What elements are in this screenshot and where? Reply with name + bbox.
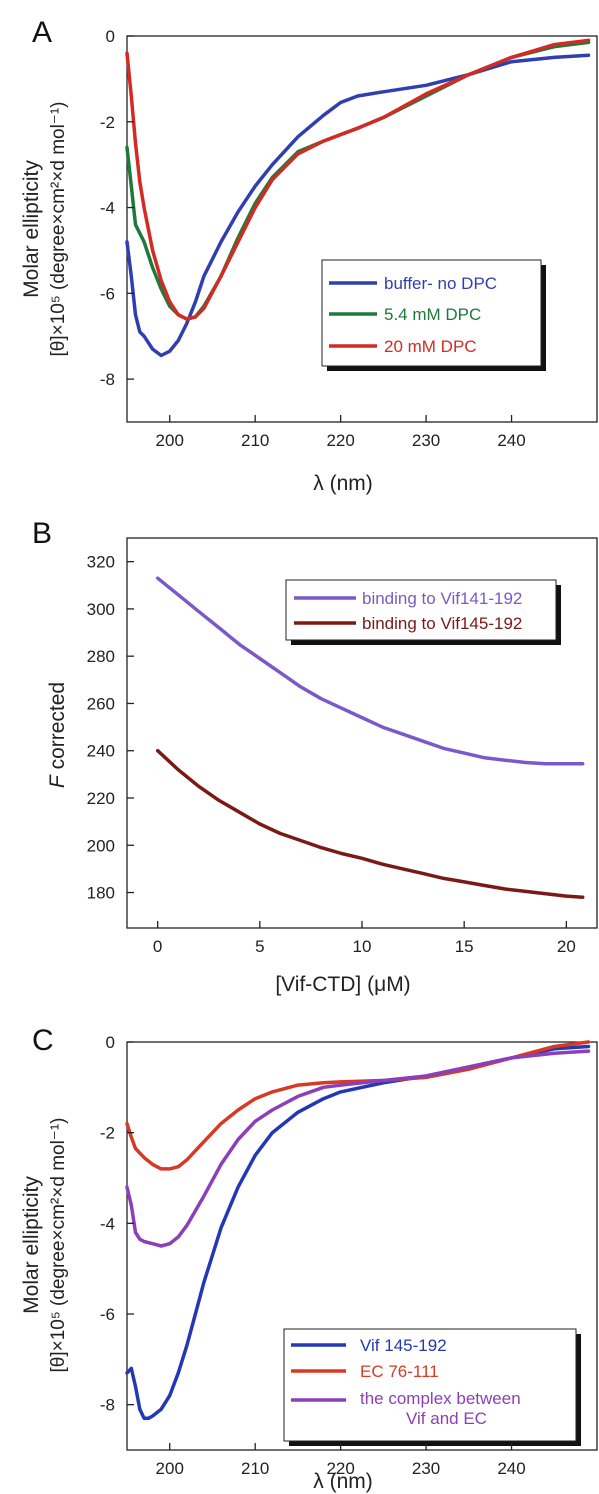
panel-a-ylabel-line2: [θ]×10⁵ (degree×cm²×d mol⁻¹) xyxy=(48,102,69,357)
panel-b-chart: B F corrected [Vif-CTD] (μM) binding to … xyxy=(32,517,598,996)
panel-a-series-line-2 xyxy=(125,38,591,321)
panel-b-x-tick-label: 15 xyxy=(455,937,474,956)
panel-c-y-tick-label: -8 xyxy=(100,1396,115,1415)
panel-b-x-tick-label: 10 xyxy=(353,937,372,956)
panel-a-plot-frame xyxy=(126,35,598,423)
panel-a-xlabel: λ (nm) xyxy=(313,472,373,495)
panel-c-y-tick-label: 0 xyxy=(106,1033,115,1052)
panel-b-ylabel-suffix: corrected xyxy=(46,682,69,775)
panel-a-legend-label-20mM: 20 mM DPC xyxy=(384,337,477,356)
panel-b-letter: B xyxy=(32,517,52,550)
panel-b-y-tick-label: 320 xyxy=(87,553,115,572)
panel-b-ylabel-prefix: F xyxy=(46,774,69,788)
panel-c-legend-label-complex-line1: the complex between xyxy=(360,1389,521,1408)
panel-c-legend-label-vif: Vif 145-192 xyxy=(360,1336,447,1355)
panel-b-y-tick-label: 220 xyxy=(87,789,115,808)
panel-b-y-tick-label: 200 xyxy=(87,836,115,855)
panel-b-series-line-0 xyxy=(155,576,585,766)
panel-c-x-tick-label: 240 xyxy=(497,1459,525,1478)
panel-b-x-tick-label: 0 xyxy=(153,937,162,956)
panel-c-letter: C xyxy=(32,1024,54,1057)
panel-c-xlabel: λ (nm) xyxy=(313,1470,373,1493)
panel-b-y-tick-label: 280 xyxy=(87,647,115,666)
panel-a-x-tick-label: 220 xyxy=(326,431,354,450)
panel-c-legend-label-complex-line2: Vif and EC xyxy=(406,1409,487,1428)
panel-c-x-tick-label: 230 xyxy=(412,1459,440,1478)
panel-b-y-tick-label: 180 xyxy=(87,884,115,903)
panel-b-y-tick-label: 300 xyxy=(87,600,115,619)
panel-b-xlabel: [Vif-CTD] (μM) xyxy=(275,973,410,996)
panel-c-ylabel-line2: [θ]×10⁵ (degree×cm²×d mol⁻¹) xyxy=(48,1118,69,1373)
panel-b-legend-box xyxy=(285,579,557,641)
panel-c-plot-frame xyxy=(126,1041,598,1451)
panel-b-x-tick-label: 5 xyxy=(255,937,264,956)
panel-a-ylabel-line1: Molar ellipticity xyxy=(20,160,43,298)
panel-b-ylabel: F corrected xyxy=(46,682,69,788)
panel-a-x-tick-label: 240 xyxy=(497,431,525,450)
panel-a-legend-label-5mM: 5.4 mM DPC xyxy=(384,305,481,324)
panel-b-y-tick-label: 240 xyxy=(87,742,115,761)
panel-c-y-tick-label: -4 xyxy=(100,1214,115,1233)
panel-b-legend: binding to Vif141-192 binding to Vif145-… xyxy=(285,579,561,645)
panel-b-series-line-1 xyxy=(155,748,585,900)
panel-c-x-tick-label: 220 xyxy=(326,1459,354,1478)
panel-b-y-tick-label: 260 xyxy=(87,694,115,713)
panel-a-x-tick-label: 230 xyxy=(412,431,440,450)
panel-a-letter: A xyxy=(32,16,52,49)
panel-a-chart: A Molar ellipticity [θ]×10⁵ (degree×cm²×… xyxy=(20,16,598,495)
panel-c-x-tick-label: 210 xyxy=(241,1459,269,1478)
panel-a-y-tick-label: 0 xyxy=(106,27,115,46)
panel-a-y-tick-label: -8 xyxy=(100,370,115,389)
panel-a-series-line-0 xyxy=(125,53,591,358)
panel-c-legend-label-ec: EC 76-111 xyxy=(360,1362,439,1381)
panel-c-chart: C Molar ellipticity [θ]×10⁵ (degree×cm²×… xyxy=(20,1024,598,1493)
panel-b-legend-label-145: binding to Vif145-192 xyxy=(362,614,522,633)
panel-a-y-tick-label: -4 xyxy=(100,199,115,218)
panel-a-y-tick-label: -2 xyxy=(100,113,115,132)
panel-a-legend: buffer- no DPC 5.4 mM DPC 20 mM DPC xyxy=(321,259,546,371)
panel-a-legend-label-buffer: buffer- no DPC xyxy=(384,274,497,293)
panel-c-legend-box xyxy=(283,1328,577,1442)
panel-b-x-tick-label: 20 xyxy=(557,937,576,956)
panel-a-y-tick-label: -6 xyxy=(100,284,115,303)
panel-a-x-tick-label: 200 xyxy=(156,431,184,450)
panel-c-y-tick-label: -6 xyxy=(100,1305,115,1324)
panel-c-x-tick-label: 200 xyxy=(156,1459,184,1478)
panel-c-legend: Vif 145-192 EC 76-111 the complex betwee… xyxy=(283,1328,581,1446)
panel-c-y-tick-label: -2 xyxy=(100,1124,115,1143)
panel-b-legend-label-141: binding to Vif141-192 xyxy=(362,589,522,608)
panel-c-series-line-1 xyxy=(125,1040,591,1171)
panel-c-series-line-2 xyxy=(125,1049,591,1248)
panel-c-ylabel-line1: Molar ellipticity xyxy=(20,1176,43,1314)
panel-a-x-tick-label: 210 xyxy=(241,431,269,450)
